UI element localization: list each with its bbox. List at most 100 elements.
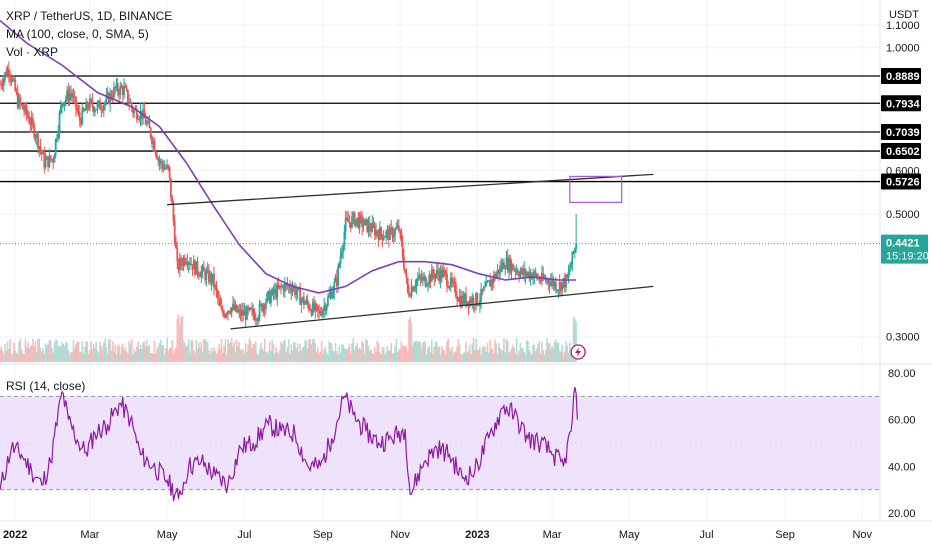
volume-bar [501, 350, 504, 362]
volume-bar [548, 343, 551, 362]
candle-body [432, 269, 434, 275]
volume-bar [310, 344, 313, 362]
candle-body [435, 269, 438, 274]
candle-body [476, 293, 479, 305]
volume-bar [213, 347, 215, 362]
candle-body [20, 103, 23, 105]
candle-body [563, 278, 566, 288]
candle-body [466, 301, 469, 305]
volume-bar [280, 341, 282, 362]
candle-body [443, 269, 446, 272]
volume-bar [418, 341, 420, 362]
candle-body [282, 286, 285, 292]
volume-bar [557, 342, 560, 362]
volume-bar [139, 344, 142, 362]
candle-body [229, 312, 232, 314]
candle-body [447, 286, 450, 288]
volume-bar [40, 351, 43, 362]
volume-bar [243, 353, 246, 362]
candle-body [423, 276, 426, 278]
volume-bar [513, 347, 515, 362]
volume-bar [248, 338, 251, 362]
volume-bar [420, 349, 423, 362]
volume-bar [85, 340, 87, 362]
volume-bar [574, 318, 576, 362]
time-tick-label: May [157, 529, 178, 541]
level-price-label: 0.7934 [881, 95, 921, 112]
moving-average-line [0, 19, 577, 294]
candle-body [518, 274, 521, 277]
candle-body [525, 273, 528, 276]
candle-body [552, 278, 555, 286]
trendline [230, 285, 654, 330]
candle-body [296, 287, 299, 293]
volume-bar [308, 338, 310, 362]
price-tick-label: 1.0000 [886, 43, 920, 55]
candle-body [263, 305, 266, 309]
volume-bar [357, 347, 360, 362]
volume-bar [342, 344, 344, 362]
volume-bar [191, 340, 194, 362]
level-price-label: 0.7039 [881, 124, 921, 141]
volume-bar [523, 351, 526, 362]
candle-body [87, 108, 90, 109]
volume-bar [129, 344, 132, 362]
volume-bar [300, 350, 303, 362]
candle-body [232, 303, 234, 308]
volume-bar [263, 339, 266, 362]
candle-body [44, 159, 47, 168]
volume-bar [13, 342, 15, 362]
candle-body [35, 133, 38, 138]
ma-indicator-label[interactable]: MA (100, close, 0, SMA, 5) [6, 27, 149, 41]
candle-body [191, 264, 194, 270]
candle-body [419, 275, 422, 278]
volume-bar [306, 348, 309, 362]
candle-body [567, 271, 570, 278]
volume-bar [108, 339, 110, 362]
candle-body [396, 225, 399, 229]
volume-bar [330, 343, 333, 362]
volume-bar [148, 344, 151, 362]
candle-body [494, 274, 496, 279]
candle-body [187, 262, 190, 265]
volume-bar [23, 353, 25, 362]
candle-body [406, 278, 409, 292]
volume-bar [65, 341, 67, 362]
level-price-label-text: 0.7934 [886, 98, 921, 110]
symbol-title[interactable]: XRP / TetherUS, 1D, BINANCE [6, 9, 173, 23]
candle-body [247, 306, 250, 310]
candle-body [258, 304, 261, 318]
volume-bar [109, 338, 111, 362]
rsi-indicator-label[interactable]: RSI (14, close) [6, 379, 86, 393]
volume-bar [553, 341, 556, 362]
volume-bar [539, 354, 542, 362]
volume-bar [277, 353, 280, 362]
candle-body [25, 105, 28, 114]
candle-body [416, 278, 419, 280]
candle-body [548, 283, 551, 286]
candle-body [368, 222, 371, 230]
volume-bar [157, 345, 160, 362]
volume-bar [470, 354, 472, 362]
volume-bar [319, 351, 322, 362]
candle-body [248, 307, 251, 310]
volume-bar [505, 338, 508, 362]
volume-bar [138, 349, 141, 362]
volume-bar [168, 347, 171, 362]
volume-bar [76, 341, 79, 362]
candle-body [121, 87, 124, 95]
candle-body [425, 285, 428, 287]
volume-bar [257, 354, 260, 362]
candle-body [560, 282, 562, 292]
volume-bar [73, 348, 76, 362]
candle-body [428, 274, 431, 284]
volume-bar [372, 353, 375, 362]
candle-body [189, 262, 191, 265]
candle-body [51, 159, 53, 161]
volume-bar [166, 338, 168, 362]
candle-body [99, 100, 101, 110]
candle-body [126, 89, 129, 103]
volume-indicator-label[interactable]: Vol · XRP [6, 45, 59, 59]
